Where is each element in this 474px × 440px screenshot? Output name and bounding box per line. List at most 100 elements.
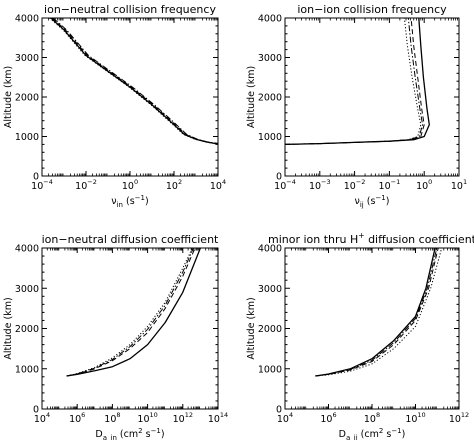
series-group	[315, 248, 443, 377]
x-axis-label-symbol: ν	[355, 196, 360, 207]
y-tick-label: 3000	[258, 53, 282, 64]
x-tick-exponent: 0	[134, 178, 138, 186]
x-axis-label-units: (s	[123, 196, 135, 207]
y-tick-label: 1000	[15, 364, 39, 375]
x-axis-label-unit-exponent: −1	[135, 194, 145, 202]
y-tick-label: 3000	[258, 284, 282, 295]
panel-title-text: ion−ion collision frequency	[297, 3, 447, 16]
x-axis-label-symbol: D	[339, 429, 346, 440]
x-tick-base: 10	[451, 181, 463, 192]
x-axis-label-subscript: a_ij	[346, 434, 358, 440]
x-tick-exponent: −2	[87, 178, 97, 186]
y-tick-label: 4000	[15, 14, 39, 25]
x-axis-label-units-2: s	[383, 429, 391, 440]
y-axis-label: Altitude (km)	[246, 297, 257, 359]
x-tick-base: 10	[379, 181, 391, 192]
y-tick-label: 1000	[258, 132, 282, 143]
y-tick-label: 1000	[258, 364, 282, 375]
series-group	[66, 248, 202, 377]
x-tick-exponent: 4	[46, 411, 50, 419]
x-tick-exponent: 10	[417, 411, 425, 419]
y-tick-label: 1000	[15, 132, 39, 143]
y-tick-label: 2000	[258, 93, 282, 104]
x-tick-exponent: −4	[286, 178, 296, 186]
x-tick-base: 10	[34, 414, 46, 425]
x-tick-exponent: 8	[376, 411, 380, 419]
x-axis-label: Da_in (cm2 s−1)	[95, 427, 164, 440]
x-tick-label: 10−4	[274, 178, 296, 192]
series-line-dotted	[66, 248, 193, 377]
series-line-dashdot	[285, 18, 424, 145]
x-tick-label: 100	[122, 178, 138, 192]
x-tick-exponent: 10	[150, 411, 158, 419]
x-tick-label: 108	[104, 411, 120, 425]
x-tick-label: 10−1	[379, 178, 401, 192]
series-line-dashdot	[52, 18, 218, 144]
series-line-dashed	[66, 248, 196, 377]
x-axis-label-subscript: in	[117, 201, 123, 209]
x-axis-label-units: (s	[364, 196, 376, 207]
x-tick-exponent: 1	[463, 178, 467, 186]
y-axis-label: Altitude (km)	[3, 297, 14, 359]
x-tick-label: 10−4	[31, 178, 53, 192]
series-group	[285, 18, 430, 146]
x-tick-base: 10	[344, 181, 356, 192]
x-tick-base: 10	[104, 414, 116, 425]
x-axis-label-subscript: ij	[360, 201, 364, 209]
x-tick-label: 1012	[173, 411, 193, 425]
x-tick-exponent: 12	[185, 411, 193, 419]
x-tick-base: 10	[173, 414, 185, 425]
x-tick-exponent: 6	[81, 411, 85, 419]
series-line-dotted	[315, 248, 443, 377]
x-tick-exponent: −2	[356, 178, 366, 186]
x-tick-label: 102	[166, 178, 182, 192]
series-line-dotted	[49, 18, 218, 145]
x-tick-exponent: −4	[43, 178, 53, 186]
x-tick-base: 10	[449, 414, 461, 425]
x-tick-exponent: 4	[289, 411, 293, 419]
y-tick-label: 4000	[15, 244, 39, 255]
x-tick-exponent: −3	[321, 178, 331, 186]
x-tick-base: 10	[320, 414, 332, 425]
y-tick-label: 3000	[15, 284, 39, 295]
x-tick-exponent: 14	[220, 411, 228, 419]
y-tick-label: 0	[276, 405, 282, 416]
x-tick-exponent: 6	[332, 411, 336, 419]
x-tick-base: 10	[122, 181, 134, 192]
y-tick-label: 4000	[258, 14, 282, 25]
x-tick-label: 108	[364, 411, 380, 425]
x-tick-label: 1014	[208, 411, 228, 425]
x-tick-base: 10	[137, 414, 149, 425]
x-tick-label: 101	[451, 178, 467, 192]
panel-title-superscript: +	[358, 231, 364, 240]
panel-title: minor ion thru H+ diffusion coefficient	[268, 231, 474, 246]
series-line-dashed	[315, 248, 439, 377]
series-group	[49, 18, 218, 145]
y-tick-label: 2000	[15, 93, 39, 104]
y-tick-label: 0	[276, 172, 282, 183]
x-tick-base: 10	[416, 181, 428, 192]
x-axis-label-subscript: a_in	[103, 434, 117, 440]
panel-title-rest: diffusion coefficient	[365, 233, 474, 246]
x-tick-base: 10	[69, 414, 81, 425]
x-axis-label: νin (s−1)	[111, 194, 148, 209]
x-axis-label-unit-exponent: −1	[375, 194, 385, 202]
plot-frame	[41, 247, 219, 410]
x-tick-base: 10	[277, 414, 289, 425]
x-axis-label: νij (s−1)	[355, 194, 390, 209]
x-axis-label-symbol: ν	[111, 196, 116, 207]
panel-title-text: ion−neutral diffusion coefficient	[42, 233, 219, 246]
plot-frame	[41, 17, 219, 177]
x-tick-label: 10−2	[344, 178, 366, 192]
x-tick-base: 10	[31, 181, 43, 192]
x-axis-label-units: (cm	[117, 429, 138, 440]
x-tick-exponent: 8	[116, 411, 120, 419]
y-tick-label: 0	[33, 172, 39, 183]
x-axis-label-close: )	[161, 429, 165, 440]
x-axis-label-units: (cm	[358, 429, 379, 440]
x-tick-base: 10	[208, 414, 220, 425]
